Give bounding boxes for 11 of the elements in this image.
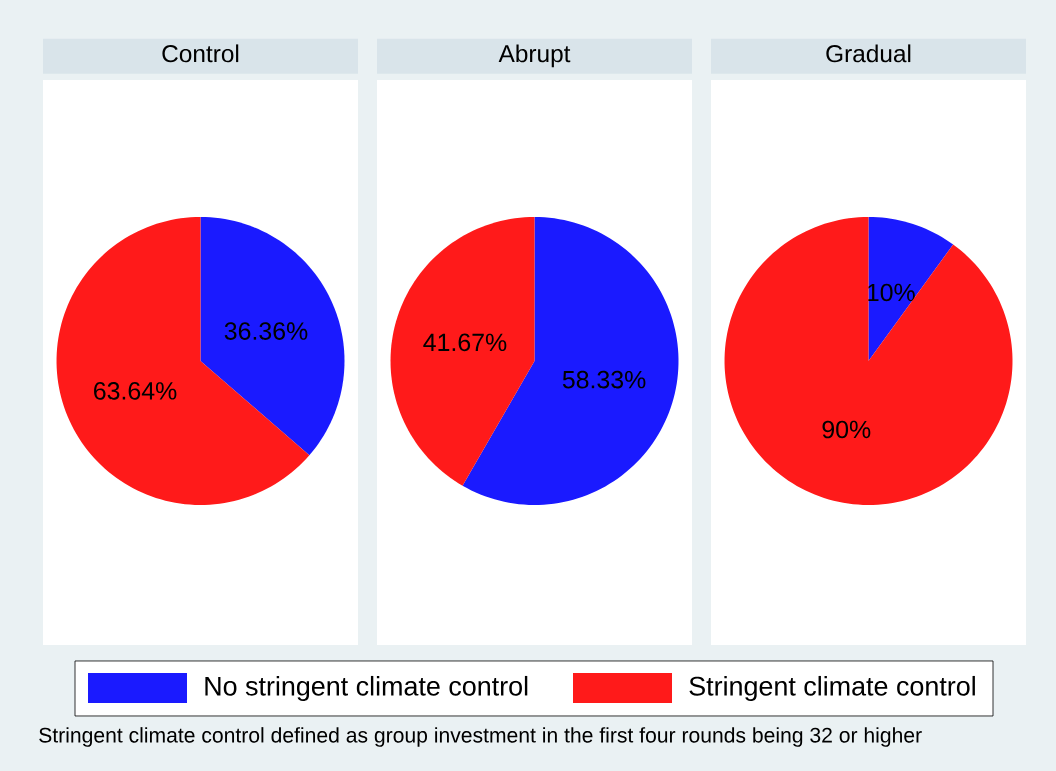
data-label: 41.67% (423, 333, 507, 352)
data-label: 90% (822, 420, 871, 439)
data-label: 63.64% (94, 382, 177, 400)
data-label: 36.36% (224, 322, 308, 340)
data-label: 58.33% (562, 370, 646, 389)
text: Stringent climate control defined as group investment in the first four rounds being 32 or higher (39, 727, 922, 747)
chart-title: Gradual (826, 44, 911, 63)
legend-label: Stringent climate control (689, 675, 975, 702)
legend-label: No stringent climate control (205, 675, 528, 702)
chart-title: Abrupt (498, 44, 571, 68)
chart-title: Control (162, 44, 239, 63)
